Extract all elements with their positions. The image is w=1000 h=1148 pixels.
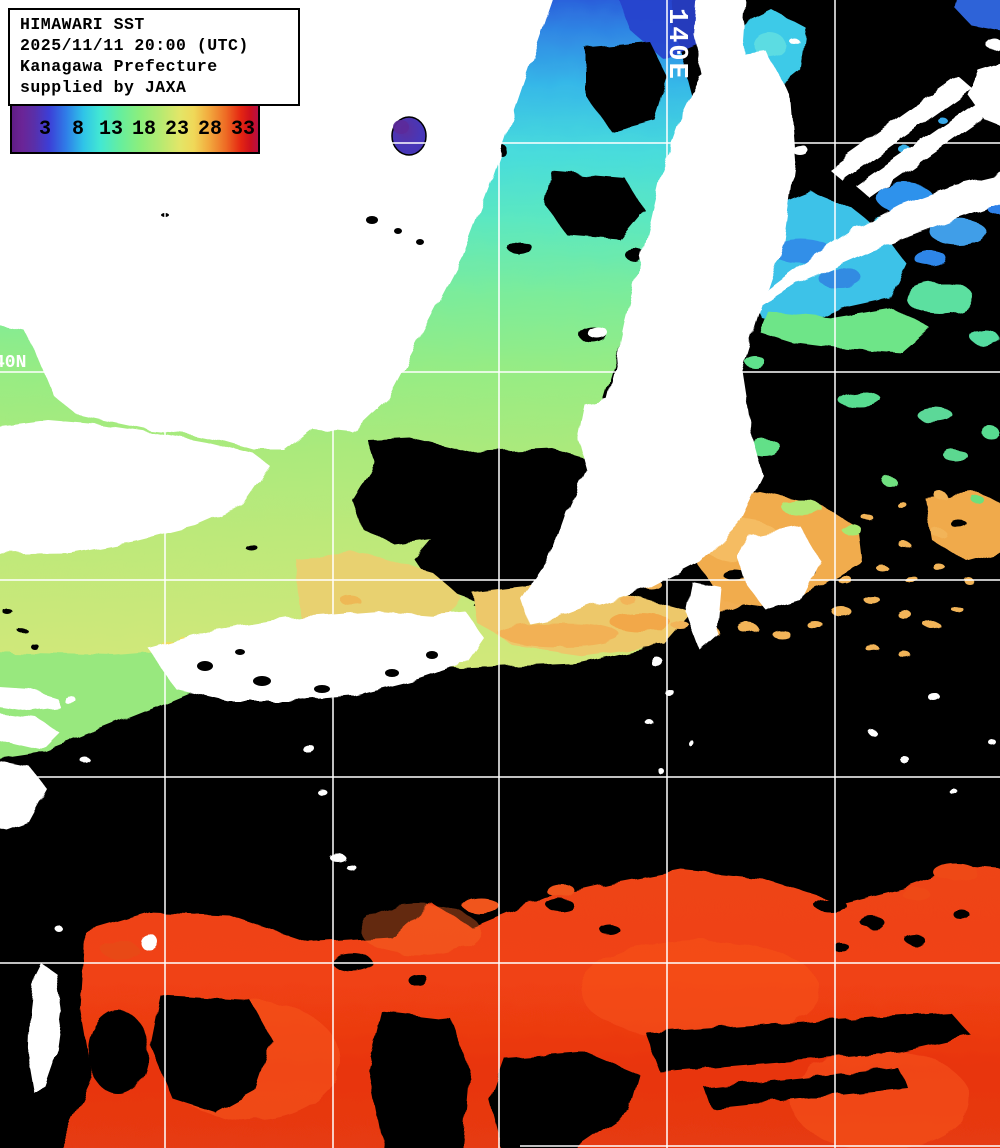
temperature-colorbar: 3 8 13 18 23 28 33 <box>10 104 260 154</box>
colorbar-tick-label: 13 <box>98 118 124 141</box>
colorbar-tick-label: 3 <box>38 118 52 141</box>
observation-datetime: 2025/11/11 20:00 (UTC) <box>20 36 249 55</box>
region-name: Kanagawa Prefecture <box>20 57 218 76</box>
product-title: HIMAWARI SST <box>20 15 145 34</box>
longitude-label: 140E <box>661 8 691 81</box>
colorbar-tick-label: 33 <box>230 118 256 141</box>
colorbar-tick-label: 18 <box>131 118 157 141</box>
latitude-label: 40N <box>0 353 26 373</box>
credit-line: supplied by JAXA <box>20 78 187 97</box>
colorbar-tick-label: 8 <box>71 118 85 141</box>
colorbar-tick-label: 28 <box>197 118 223 141</box>
colorbar-tick-label: 23 <box>164 118 190 141</box>
land-cloud-dark-specks <box>161 213 438 693</box>
info-box: HIMAWARI SST 2025/11/11 20:00 (UTC) Kana… <box>8 8 300 106</box>
cold-lake <box>391 116 427 156</box>
